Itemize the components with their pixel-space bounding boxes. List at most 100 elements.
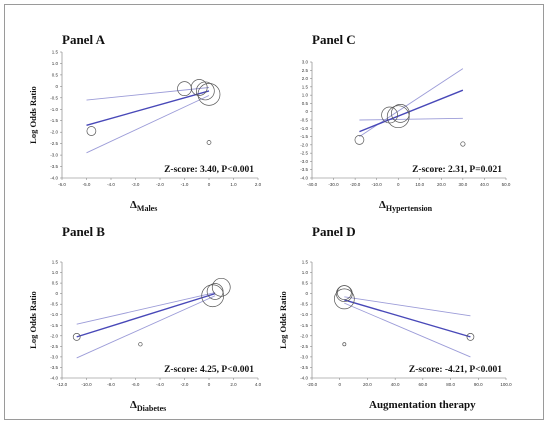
- x-tick-label: -2.0: [181, 382, 189, 387]
- study-point: [177, 81, 192, 97]
- study-point: [72, 333, 81, 341]
- y-tick-label: -1.0: [300, 312, 308, 317]
- x-tick-label: 40.0: [391, 382, 400, 387]
- x-tick-label: 0: [208, 182, 211, 187]
- y-tick-label: 0: [305, 109, 308, 114]
- x-tick-label: -4.0: [107, 182, 115, 187]
- study-point: [197, 83, 221, 106]
- y-tick-label: 0: [305, 291, 308, 296]
- x-tick-label: 0: [397, 182, 400, 187]
- study-point: [386, 105, 410, 129]
- y-tick-label: -2.0: [300, 333, 308, 338]
- study-point: [333, 288, 355, 310]
- ci-lower-line: [76, 295, 216, 359]
- y-tick-label: -4.0: [50, 176, 58, 181]
- y-tick-label: 3.0: [302, 60, 309, 65]
- y-tick-label: -1.0: [50, 107, 58, 112]
- x-tick-label: -20.0: [350, 182, 361, 187]
- x-tick-label: 10.0: [415, 182, 424, 187]
- panel-panel-a: Panel A1.5 1.0 0.5 0 -0.5 -1.0 -1.5 -2.0 -2.5 -3.…: [28, 32, 262, 213]
- x-tick-label: -6.0: [132, 382, 140, 387]
- y-tick-label: 2.0: [302, 76, 309, 81]
- y-tick-label: 0: [55, 291, 58, 296]
- panel-label: Panel D: [312, 224, 356, 239]
- ci-upper-line: [76, 292, 216, 325]
- x-tick-label: 20.0: [363, 382, 372, 387]
- y-tick-label: -2.5: [50, 344, 58, 349]
- y-tick-label: -4.0: [300, 376, 308, 381]
- x-tick-label: 4.0: [255, 382, 262, 387]
- y-tick-label: 0.5: [52, 72, 59, 77]
- y-tick-label: 1.0: [52, 61, 59, 66]
- x-tick-label: -10.0: [81, 382, 92, 387]
- y-tick-label: -2.0: [300, 142, 308, 147]
- x-tick-label: 0: [338, 382, 341, 387]
- y-tick-label: 0.5: [302, 281, 309, 286]
- y-tick-label: -0.5: [50, 302, 58, 307]
- y-axis-label: Log Odds Ratio: [28, 291, 38, 349]
- y-tick-label: -0.5: [300, 118, 308, 123]
- x-tick-label: 20.0: [437, 182, 446, 187]
- y-tick-label: -4.0: [300, 176, 308, 181]
- y-tick-label: -1.0: [300, 126, 308, 131]
- x-tick-label: 100.0: [500, 382, 512, 387]
- y-tick-label: -1.5: [300, 323, 308, 328]
- x-tick-label: -4.0: [156, 382, 164, 387]
- y-tick-label: -2.5: [300, 151, 308, 156]
- study-point: [206, 140, 212, 145]
- x-axis-label: ΔHypertension: [379, 199, 433, 213]
- y-tick-label: -3.0: [50, 354, 58, 359]
- ci-upper-line: [359, 68, 464, 137]
- z-score-annotation: Z-score: 4.25, P<0.001: [164, 365, 254, 375]
- study-point: [206, 283, 224, 300]
- study-point: [211, 277, 231, 297]
- y-tick-label: -1.5: [50, 118, 58, 123]
- panel-panel-b: Panel B 1.5 1.0 0.5 0 -0.5 -1.0 -1.5 -2.0 -2.5 -3.…: [28, 224, 262, 413]
- y-tick-label: 1.0: [52, 270, 59, 275]
- regression-line: [344, 299, 471, 338]
- y-tick-label: 0.5: [302, 101, 309, 106]
- regression-line: [86, 90, 210, 126]
- y-tick-label: 1.0: [302, 270, 309, 275]
- x-axis-label: Augmentation therapy: [369, 399, 476, 411]
- y-tick-label: -1.0: [50, 312, 58, 317]
- y-tick-label: 1.5: [52, 50, 59, 55]
- x-axis-label: ΔMales: [130, 199, 157, 213]
- x-tick-label: -3.0: [132, 182, 140, 187]
- x-tick-label: 1.0: [230, 182, 237, 187]
- study-point: [466, 333, 475, 341]
- y-tick-label: 1.0: [302, 93, 309, 98]
- x-tick-label: -12.0: [57, 382, 68, 387]
- y-tick-label: -3.5: [300, 365, 308, 370]
- y-tick-label: -3.0: [50, 153, 58, 158]
- x-tick-label: -6.0: [58, 182, 66, 187]
- panel-label: Panel C: [312, 32, 356, 47]
- y-axis-label: Log Odds Ratio: [278, 291, 288, 349]
- y-tick-label: 1.5: [52, 260, 59, 265]
- study-point: [342, 342, 347, 347]
- x-tick-label: -20.0: [307, 382, 318, 387]
- study-point: [336, 285, 352, 300]
- regression-line: [76, 292, 216, 338]
- x-tick-label: -40.0: [307, 182, 318, 187]
- ci-upper-line: [344, 296, 471, 317]
- study-point: [391, 104, 410, 123]
- panel-label: Panel A: [62, 32, 106, 47]
- x-tick-label: 90.0: [474, 382, 483, 387]
- ci-lower-line: [359, 117, 463, 121]
- ci-lower-line: [86, 95, 210, 154]
- y-tick-label: -3.5: [50, 365, 58, 370]
- study-point: [190, 79, 208, 96]
- y-tick-label: -2.0: [50, 130, 58, 135]
- x-tick-label: 2.0: [255, 182, 262, 187]
- x-tick-label: 60.0: [418, 382, 427, 387]
- x-tick-label: 30.0: [459, 182, 468, 187]
- z-score-annotation: Z-score: 3.40, P<0.001: [164, 165, 254, 175]
- study-point: [460, 141, 466, 147]
- x-tick-label: 2.0: [230, 382, 237, 387]
- x-axis-label: ΔDiabetes: [130, 399, 166, 413]
- y-tick-label: -3.0: [300, 354, 308, 359]
- ci-lower-line: [344, 302, 471, 358]
- study-point: [195, 81, 215, 101]
